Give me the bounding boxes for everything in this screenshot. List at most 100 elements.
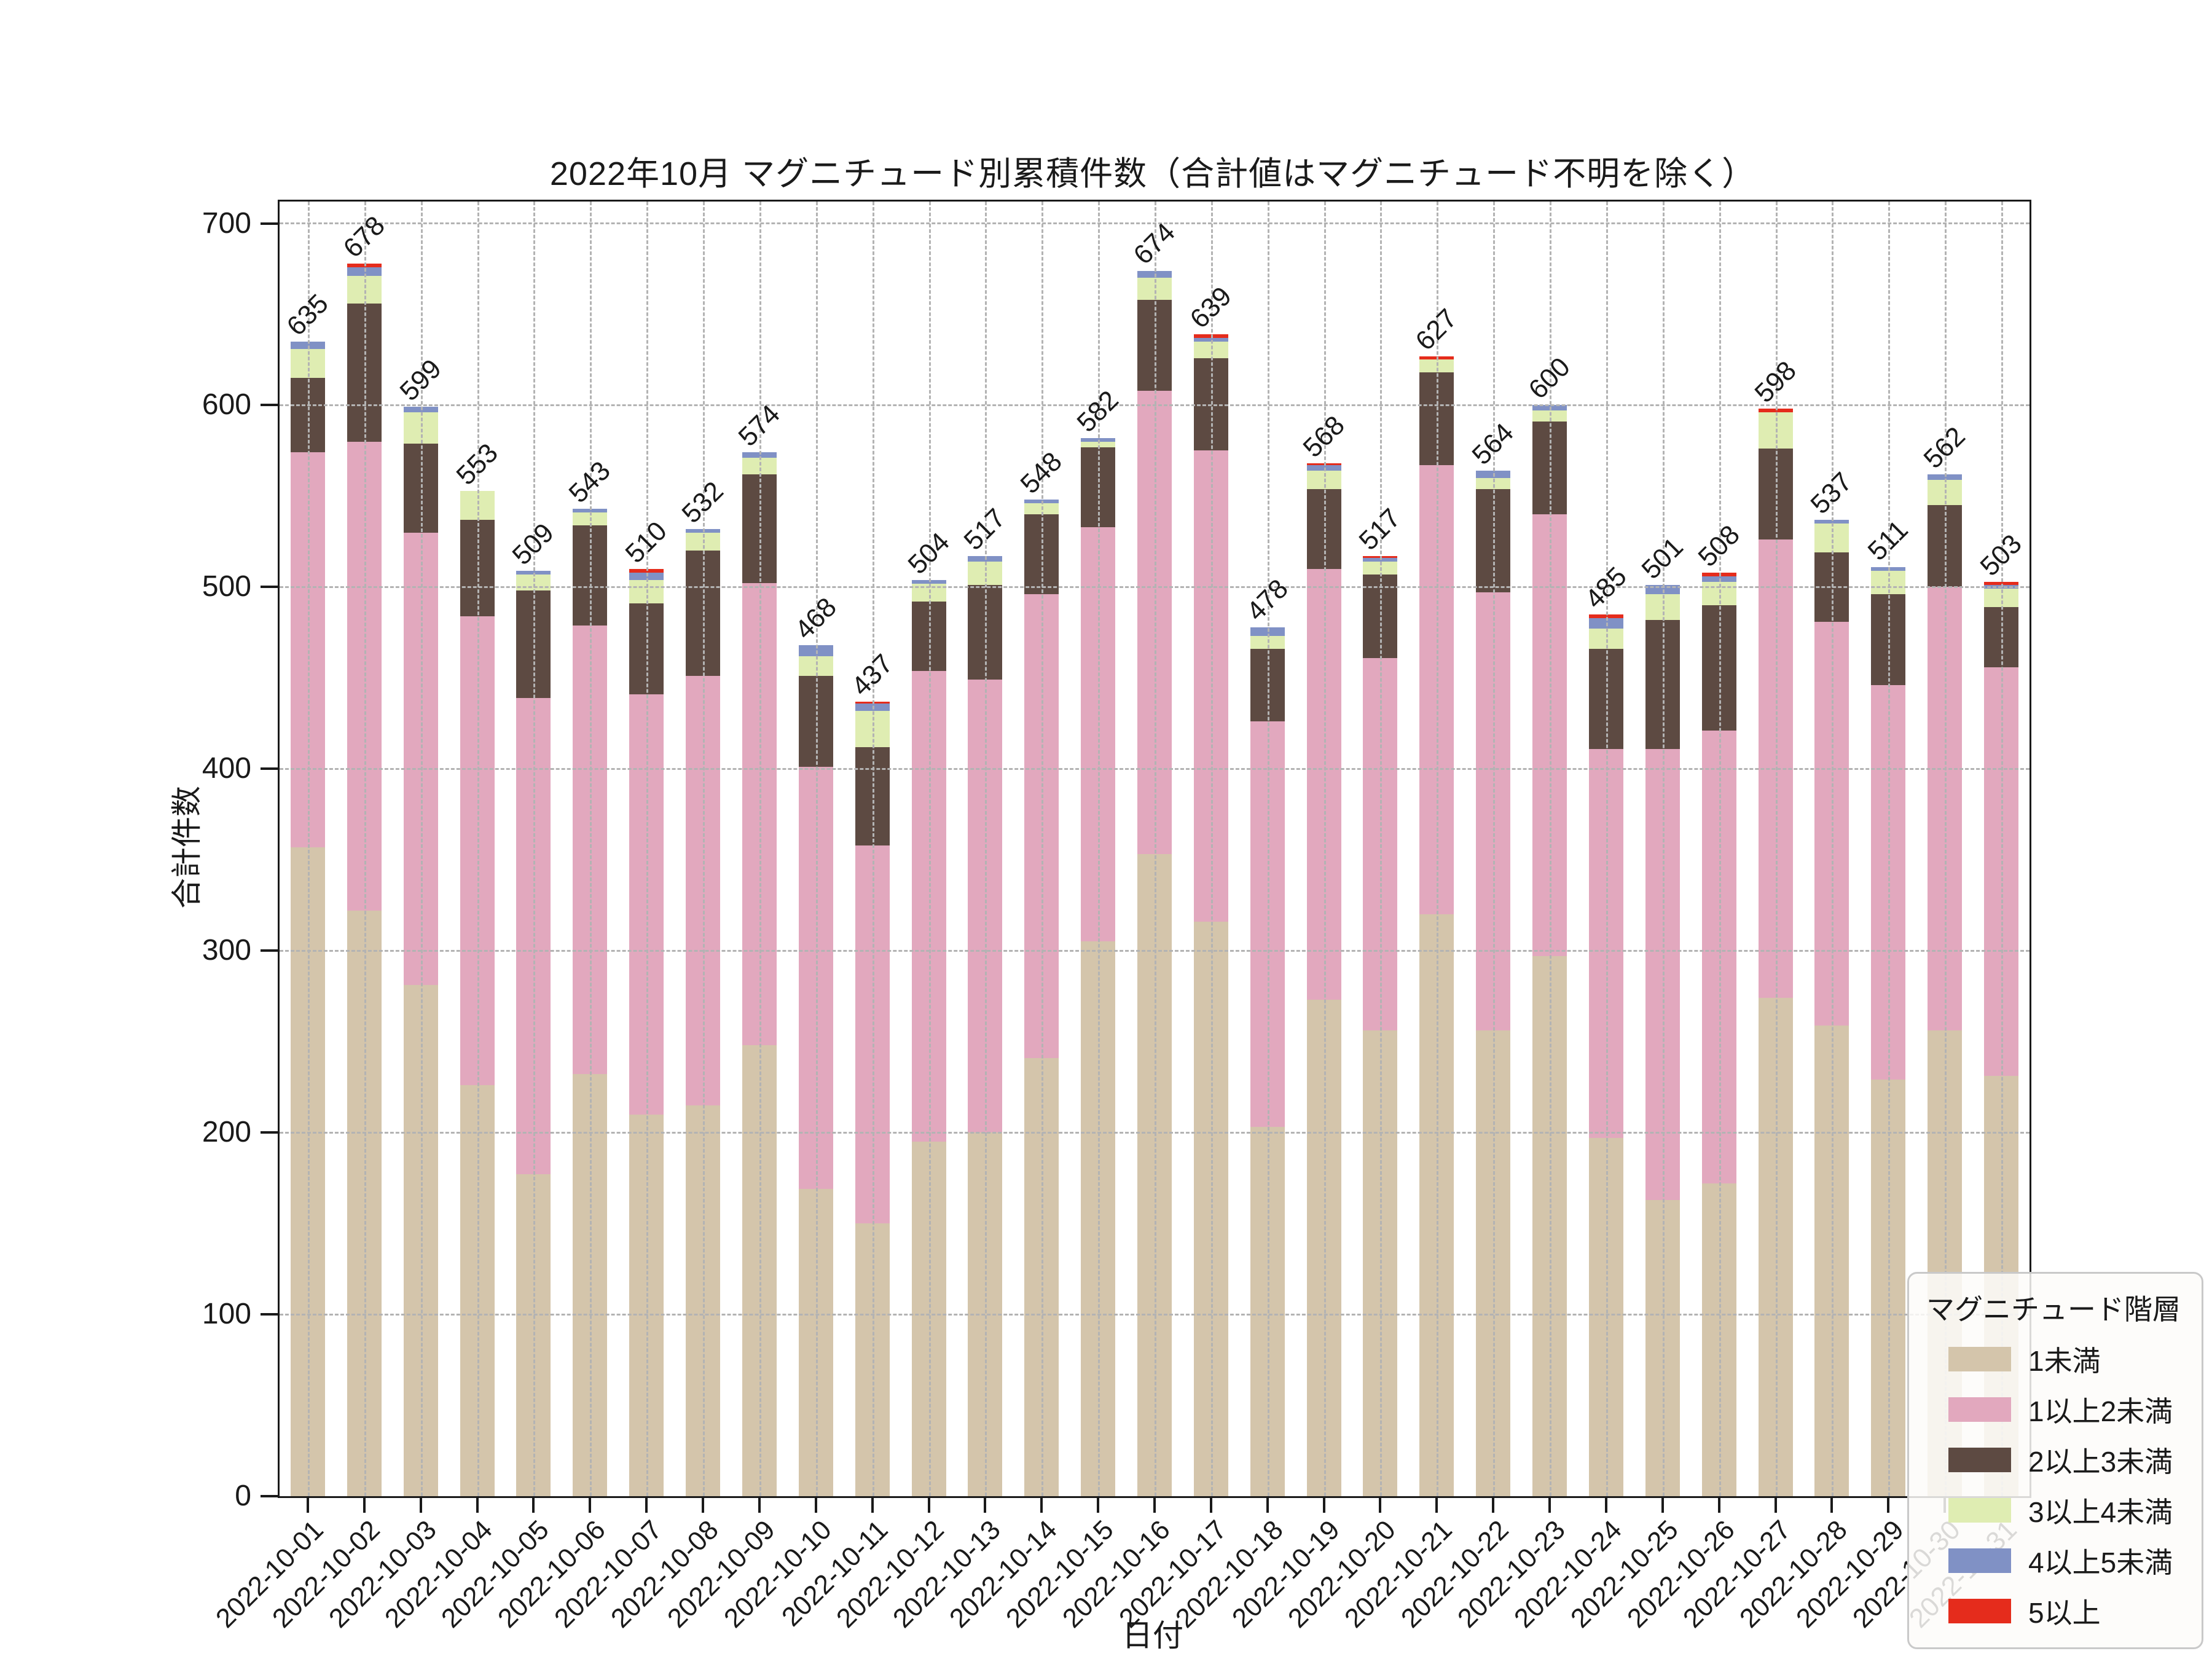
x-tick (758, 1498, 761, 1513)
x-tick (1830, 1498, 1834, 1513)
x-tick (1153, 1498, 1156, 1513)
y-tick (261, 1495, 278, 1497)
x-tick (814, 1498, 817, 1513)
legend-swatch (1948, 1397, 2011, 1422)
legend-item: 1以上2未満 (1926, 1389, 2181, 1430)
bar-slot: 639 2022-10-17 (1113, 202, 1239, 1634)
bar-total-label: 503 (1974, 528, 2028, 582)
bar-slot: 635 2022-10-01 (210, 202, 336, 1634)
x-gridline (1041, 202, 1044, 1496)
legend-swatch (1948, 1548, 2011, 1573)
bar-slot: 564 2022-10-22 (1395, 202, 1521, 1634)
x-tick (1209, 1498, 1212, 1513)
bar-total-label: 553 (450, 437, 504, 491)
x-gridline (1437, 202, 1439, 1496)
plot-area: 0 100 200 300 400 500 600 700 635 2022-10-01 678 20… (202, 200, 2031, 1634)
y-tick-label: 700 (202, 206, 251, 240)
x-gridline (364, 202, 366, 1496)
bar-total-label: 562 (1918, 421, 1972, 474)
x-gridline (1493, 202, 1496, 1496)
bar-slot: 437 2022-10-11 (776, 202, 901, 1632)
y-tick-label: 0 (235, 1480, 251, 1512)
x-gridline (1550, 202, 1552, 1496)
legend-item-label: 4以上5未満 (2028, 1547, 2173, 1579)
bar-slot: 537 2022-10-28 (1734, 202, 1861, 1634)
bar-total-label: 532 (676, 476, 729, 529)
x-gridline (872, 202, 874, 1496)
chart-title: 2022年10月 マグニチュード別累積件数（合計値はマグニチュード不明を除く） (549, 155, 1756, 192)
y-tick (261, 949, 278, 952)
x-tick (984, 1498, 987, 1513)
y-tick-label: 600 (202, 388, 251, 422)
x-tick (1322, 1498, 1325, 1513)
bar-slot: 568 2022-10-19 (1226, 202, 1352, 1634)
x-gridline (815, 202, 818, 1496)
x-tick (871, 1498, 874, 1513)
legend-title: マグニチュード階層 (1926, 1293, 2181, 1325)
x-gridline (1606, 202, 1608, 1496)
x-tick (927, 1498, 930, 1513)
x-tick (589, 1498, 592, 1513)
bar-slot: 543 2022-10-06 (492, 202, 618, 1634)
legend-item: 5以上 (1926, 1591, 2181, 1631)
x-gridline (985, 202, 987, 1496)
bar-total-label: 678 (337, 210, 391, 264)
y-tick-label: 200 (202, 1116, 251, 1149)
bar-total-label: 437 (845, 648, 899, 702)
bar-slot: 599 2022-10-03 (323, 202, 449, 1634)
bar-total-label: 509 (506, 517, 560, 571)
bar-slot: 674 2022-10-16 (1057, 202, 1183, 1634)
bar-slot: 553 2022-10-04 (379, 202, 506, 1634)
x-gridline (1324, 202, 1326, 1496)
x-tick (1097, 1498, 1100, 1513)
x-axis-title: 日付 (1122, 1618, 1183, 1653)
x-gridline (1098, 202, 1100, 1496)
x-tick (476, 1498, 479, 1513)
bar-total-label: 635 (281, 288, 334, 342)
legend-item-label: 2以上3未満 (2028, 1446, 2173, 1478)
x-tick (363, 1498, 366, 1513)
bar-total-label: 674 (1128, 217, 1181, 271)
bar-total-label: 564 (1466, 417, 1520, 471)
bar-slot: 678 2022-10-02 (267, 202, 393, 1634)
bar-total-label: 468 (789, 592, 842, 645)
bar-slot: 582 2022-10-15 (1000, 202, 1126, 1634)
legend-swatch (1948, 1498, 2011, 1523)
x-tick (419, 1498, 422, 1513)
bar-total-label: 511 (1862, 514, 1915, 567)
x-tick (1661, 1498, 1664, 1513)
legend-item: 3以上4未満 (1926, 1490, 2181, 1531)
x-tick (1266, 1498, 1269, 1513)
x-tick (306, 1498, 309, 1513)
bar-slot: 598 2022-10-27 (1677, 202, 1804, 1634)
y-axis-title: 合計件数 (170, 786, 204, 909)
x-gridline (1832, 202, 1834, 1496)
y-tick-label: 400 (202, 752, 251, 785)
legend-swatch (1948, 1347, 2011, 1371)
x-gridline (1888, 202, 1891, 1496)
bar-total-label: 543 (563, 455, 617, 509)
bar-slot: 511 2022-10-29 (1790, 202, 1916, 1634)
bar-total-label: 548 (1014, 446, 1069, 500)
x-gridline (533, 202, 536, 1496)
x-gridline (477, 202, 479, 1496)
y-tick (261, 767, 278, 771)
x-gridline (2001, 202, 2004, 1496)
bar-slot: 468 2022-10-10 (718, 202, 844, 1634)
y-tick-label: 500 (202, 570, 251, 603)
bar-total-label: 504 (901, 526, 955, 580)
x-gridline (1267, 202, 1269, 1496)
bar-slot: 517 2022-10-13 (887, 202, 1013, 1634)
bar-total-label: 478 (1241, 573, 1294, 627)
bar-total-label: 600 (1523, 351, 1577, 406)
x-gridline (420, 202, 423, 1496)
y-tick-label: 100 (202, 1298, 251, 1331)
x-gridline (1662, 202, 1665, 1496)
bar-slot: 5032022-10-31 (1904, 202, 2030, 1634)
legend-item-label: 5以上 (2028, 1597, 2101, 1629)
x-tick (1717, 1498, 1720, 1513)
x-tick (1379, 1498, 1382, 1513)
bar-slot: 574 2022-10-09 (662, 202, 788, 1634)
bar-total-label: 517 (1353, 503, 1407, 556)
y-tick-label: 300 (202, 934, 251, 967)
